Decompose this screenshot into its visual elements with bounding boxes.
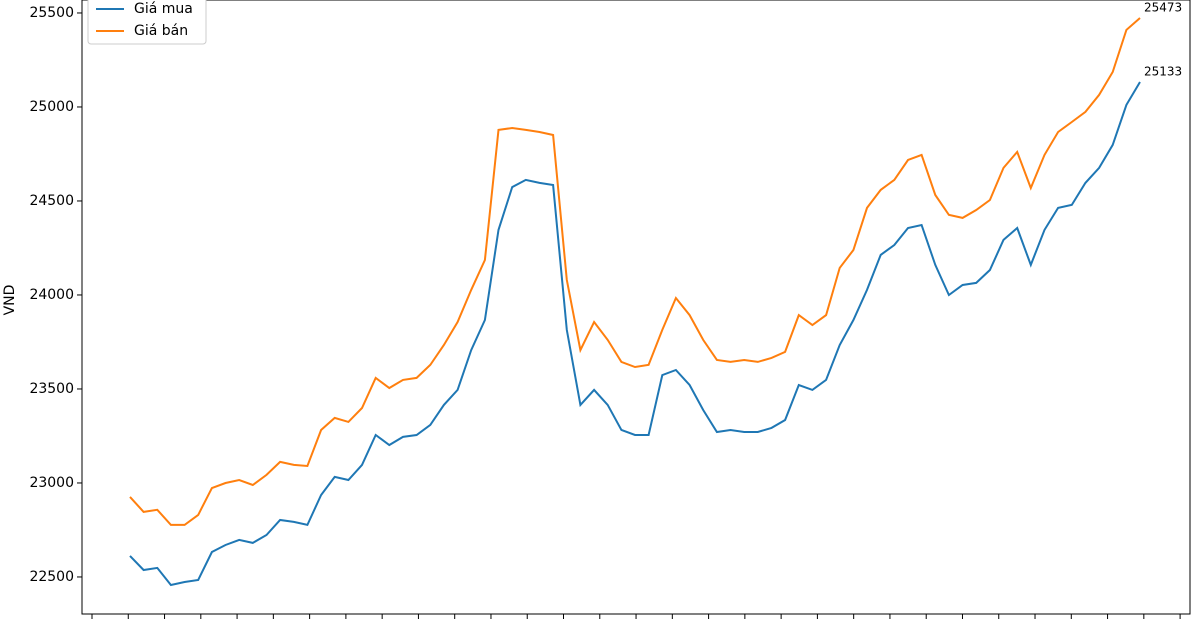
series-line <box>129 81 1141 587</box>
y-tick-label: 23500 <box>29 381 74 397</box>
legend-label: Giá mua <box>134 1 193 17</box>
y-tick-label: 24000 <box>29 287 74 303</box>
y-tick-label: 22500 <box>29 569 74 585</box>
end-value-label: 25473 <box>1144 1 1182 15</box>
end-value-label: 25133 <box>1144 64 1182 78</box>
y-tick-label: 25500 <box>29 5 74 21</box>
series-line <box>129 17 1141 526</box>
y-axis-label: VND <box>2 285 18 316</box>
legend-label: Giá bán <box>134 23 188 39</box>
y-tick-label: 23000 <box>29 475 74 491</box>
legend-box <box>87 0 207 45</box>
y-tick-label: 24500 <box>29 193 74 209</box>
y-tick-label: 25000 <box>29 99 74 115</box>
legend: Giá mua Giá bán <box>87 0 207 45</box>
plot-frame <box>81 0 1191 615</box>
